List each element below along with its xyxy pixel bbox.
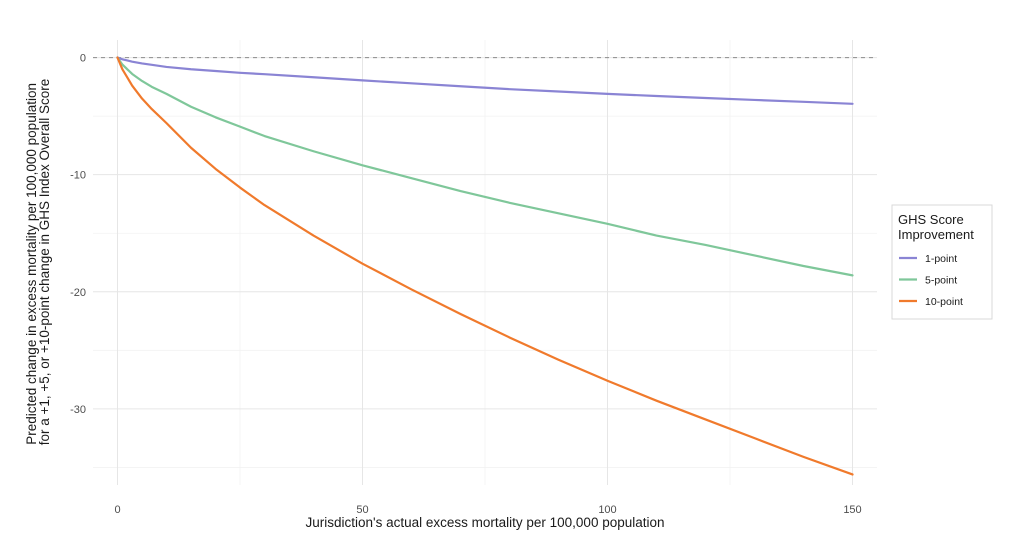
- x-tick-label: 0: [114, 504, 120, 516]
- minor-gridlines: [93, 40, 877, 485]
- series-line-10-point: [116, 56, 854, 476]
- legend-items: 1-point 5-point 10-point: [899, 253, 963, 308]
- legend-label-10-point: 10-point: [925, 296, 963, 308]
- legend-label-1-point: 1-point: [925, 253, 957, 265]
- series-line-5-point: [116, 56, 854, 277]
- x-tick-label: 100: [598, 504, 616, 516]
- x-axis-tick-labels: 0 50 100 150: [114, 504, 861, 516]
- y-axis-tick-labels: 0 -10 -20 -30: [70, 53, 86, 416]
- y-tick-label: -20: [70, 287, 86, 299]
- x-tick-label: 50: [356, 504, 368, 516]
- y-tick-label: -10: [70, 170, 86, 182]
- x-axis-title: Jurisdiction's actual excess mortality p…: [305, 515, 664, 530]
- y-tick-label: 0: [80, 53, 86, 65]
- y-axis-title-line-2: for a +1, +5, or +10-point change in GHS…: [37, 79, 52, 446]
- x-tick-label: 150: [843, 504, 861, 516]
- legend-title-line-1: GHS Score: [898, 212, 964, 227]
- legend-title-line-2: Improvement: [898, 227, 974, 242]
- y-axis-title: Predicted change in excess mortality per…: [24, 79, 52, 446]
- legend-label-5-point: 5-point: [925, 275, 957, 287]
- y-axis-title-line-1: Predicted change in excess mortality per…: [24, 83, 39, 445]
- legend: GHS Score Improvement 1-point 5-point 10-p…: [891, 204, 993, 320]
- y-tick-label: -30: [70, 404, 86, 416]
- legend-title: GHS Score Improvement: [898, 212, 974, 242]
- series-lines: [116, 56, 854, 476]
- series-line-1-point: [116, 56, 854, 105]
